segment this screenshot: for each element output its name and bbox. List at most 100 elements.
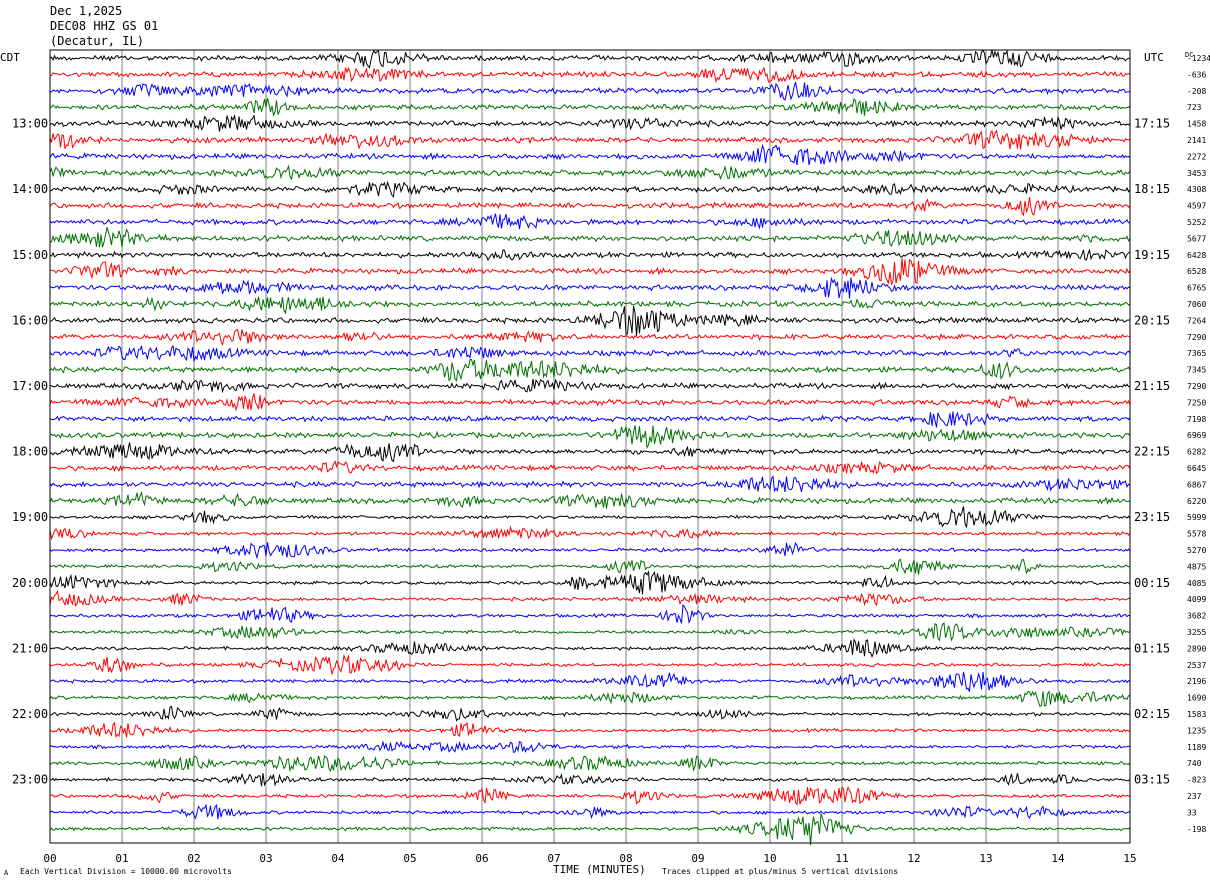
- chart-date: Dec 1,2025: [50, 4, 123, 18]
- seismic-trace: [49, 460, 1131, 475]
- seismic-trace: [49, 671, 1131, 692]
- seismic-trace: [49, 772, 1131, 787]
- seismic-trace: [49, 66, 1131, 83]
- dc-offset-label: 4308: [1187, 185, 1206, 194]
- right-hour-label: 19:15: [1134, 248, 1170, 262]
- dc-offset-label: 5252: [1187, 218, 1206, 227]
- dc-offset-label: 4597: [1187, 202, 1206, 211]
- left-hour-label: 19:00: [12, 510, 48, 524]
- seismic-trace: [49, 213, 1130, 230]
- dc-label: DC: [1185, 51, 1193, 59]
- dc-offset-label: 1235: [1187, 726, 1206, 735]
- x-tick-label: 03: [259, 852, 272, 865]
- seismic-trace: [49, 226, 1131, 248]
- x-tick-label: 01: [115, 852, 128, 865]
- dc-offset-label: -636: [1187, 70, 1206, 79]
- dc-offset-label: 6220: [1187, 497, 1206, 506]
- seismic-trace: [49, 603, 1131, 625]
- dc-offset-label: 740: [1187, 759, 1202, 768]
- dc-offset-label: 3453: [1187, 169, 1206, 178]
- right-hour-label: 00:15: [1134, 576, 1170, 590]
- seismic-trace: [49, 813, 1131, 846]
- dc-offset-label: 4085: [1187, 579, 1206, 588]
- x-tick-label: 14: [1051, 852, 1065, 865]
- left-hour-label: 15:00: [12, 248, 48, 262]
- grid-lines: [49, 50, 1131, 843]
- right-hour-label: 18:15: [1134, 182, 1170, 196]
- seismic-trace: [49, 113, 1131, 132]
- corner-mark: A: [4, 869, 9, 877]
- left-hour-label: 17:00: [12, 379, 48, 393]
- dc-offset-label: 1189: [1187, 743, 1206, 752]
- dc-offset-label: 237: [1187, 792, 1202, 801]
- x-tick-label: 11: [835, 852, 848, 865]
- right-hour-label: 03:15: [1134, 773, 1170, 787]
- chart-location: (Decatur, IL): [50, 34, 144, 48]
- seismic-trace: [49, 690, 1130, 708]
- right-hour-label: 23:15: [1134, 510, 1170, 524]
- right-hour-label: 02:15: [1134, 707, 1170, 721]
- left-hour-label: 22:00: [12, 707, 48, 721]
- dc-offset-label: 7345: [1187, 366, 1206, 375]
- dc-offset-label: 5999: [1187, 513, 1206, 522]
- dc-offset-label: 5270: [1187, 546, 1206, 555]
- seismic-trace: [49, 490, 1131, 509]
- left-tz-label: CDT: [0, 51, 20, 64]
- left-hour-label: 13:00: [12, 117, 48, 131]
- dc-offset-label: 5677: [1187, 234, 1206, 243]
- dc-offset-label: -1234: [1187, 54, 1210, 63]
- x-tick-label: 12: [907, 852, 920, 865]
- seismic-trace: [49, 475, 1131, 493]
- seismic-trace: [49, 637, 1131, 659]
- seismic-trace: [49, 81, 1131, 101]
- dc-offset-label: 6969: [1187, 431, 1206, 440]
- dc-offset-label: 5578: [1187, 530, 1206, 539]
- x-tick-label: 05: [403, 852, 416, 865]
- left-hour-label: 23:00: [12, 773, 48, 787]
- seismic-trace: [49, 164, 1131, 181]
- seismic-trace: [49, 180, 1131, 198]
- dc-offset-label: 7290: [1187, 333, 1206, 342]
- x-tick-label: 09: [691, 852, 704, 865]
- dc-offset-label: 3682: [1187, 612, 1206, 621]
- x-tick-label: 00: [43, 852, 56, 865]
- dc-offset-label: 2537: [1187, 661, 1206, 670]
- chart-header: Dec 1,2025 DEC08 HHZ GS 01 (Decatur, IL): [50, 4, 158, 49]
- seismic-trace: [49, 740, 1130, 754]
- x-tick-label: 15: [1123, 852, 1136, 865]
- right-hour-label: 22:15: [1134, 445, 1170, 459]
- seismic-trace: [49, 143, 1131, 166]
- seismic-trace: [49, 570, 1131, 595]
- dc-offset-label: -208: [1187, 87, 1206, 96]
- dc-offset-label: 6645: [1187, 464, 1206, 473]
- dc-offset-label: 7060: [1187, 300, 1206, 309]
- seismic-trace: [49, 328, 1131, 347]
- x-tick-label: 07: [547, 852, 560, 865]
- x-tick-label: 02: [187, 852, 200, 865]
- seismic-trace: [49, 393, 1131, 412]
- right-hour-label: 01:15: [1134, 641, 1170, 655]
- dc-offset-label: 7365: [1187, 349, 1206, 358]
- x-tick-label: 10: [763, 852, 776, 865]
- dc-offset-label: 1690: [1187, 694, 1206, 703]
- seismic-trace: [49, 803, 1131, 820]
- right-hour-label: 20:15: [1134, 313, 1170, 327]
- seismic-trace: [49, 622, 1131, 642]
- seismic-trace: [49, 653, 1131, 675]
- seismic-trace: [49, 248, 1131, 262]
- x-tick-label: 06: [475, 852, 488, 865]
- dc-offset-label: 4875: [1187, 562, 1206, 571]
- seismic-trace: [49, 506, 1131, 528]
- seismic-trace: [49, 411, 1131, 428]
- x-axis-title: TIME (MINUTES): [553, 863, 646, 876]
- right-hour-label: 21:15: [1134, 379, 1170, 393]
- seismic-trace: [49, 49, 1130, 69]
- seismic-trace: [49, 755, 1131, 773]
- dc-offset-label: 6867: [1187, 480, 1206, 489]
- dc-offset-label: 2141: [1187, 136, 1206, 145]
- dc-offset-label: -823: [1187, 776, 1206, 785]
- seismic-trace: [49, 442, 1131, 463]
- seismic-trace: [49, 97, 1131, 117]
- clipping-note: Traces clipped at plus/minus 5 vertical …: [662, 867, 899, 876]
